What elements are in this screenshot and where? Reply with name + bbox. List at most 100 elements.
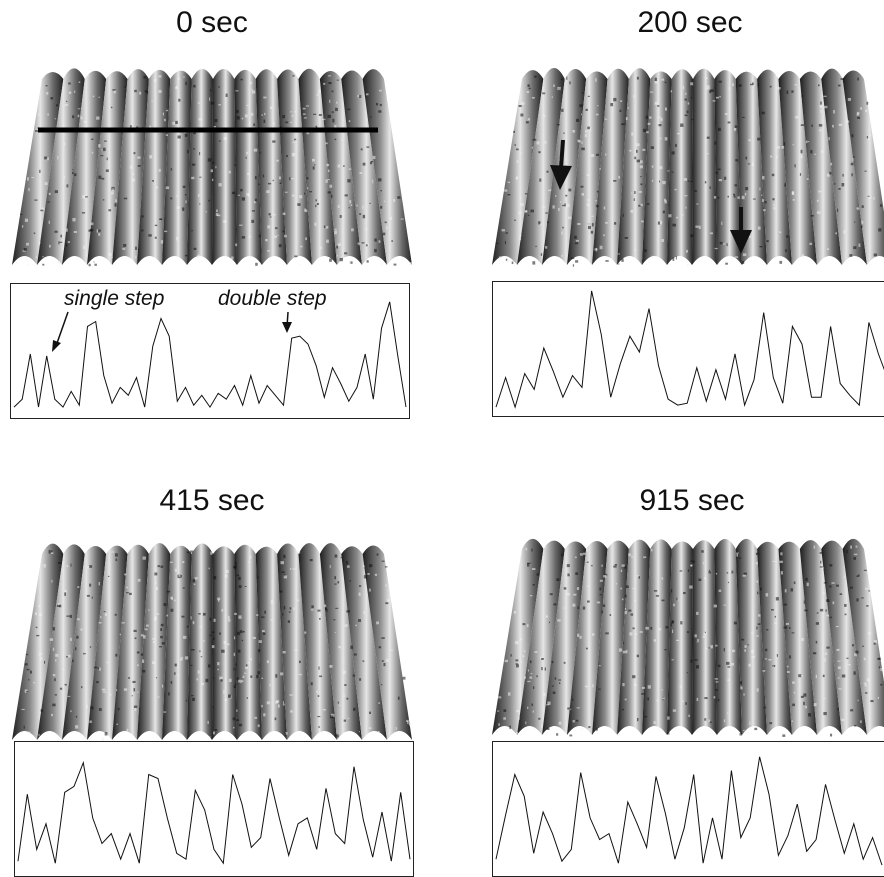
surface-speckle xyxy=(22,225,24,228)
surface-speckle xyxy=(323,225,326,228)
surface-speckle xyxy=(207,158,212,162)
surface-speckle xyxy=(527,706,529,709)
surface-speckle xyxy=(161,642,165,645)
surface-speckle xyxy=(348,168,352,170)
surface-speckle xyxy=(551,660,554,664)
surface-speckle xyxy=(360,148,363,151)
surface-speckle xyxy=(341,139,343,141)
surface-speckle xyxy=(214,729,218,731)
surface-speckle xyxy=(723,604,726,606)
surface-speckle xyxy=(249,121,251,125)
surface-speckle xyxy=(115,653,118,657)
surface-speckle xyxy=(668,214,672,218)
surface-speckle xyxy=(535,245,537,248)
surface-speckle xyxy=(325,142,328,145)
surface-speckle xyxy=(781,146,784,149)
surface-speckle xyxy=(285,121,289,124)
surface-speckle xyxy=(552,691,556,694)
surface-speckle xyxy=(519,237,522,241)
surface-speckle xyxy=(253,148,258,152)
surface-speckle xyxy=(192,579,195,583)
surface-speckle xyxy=(67,654,71,658)
surface-speckle xyxy=(205,678,209,683)
surface-speckle xyxy=(621,258,624,262)
surface-speckle xyxy=(378,731,380,734)
surface-speckle xyxy=(631,192,633,194)
surface-speckle xyxy=(199,650,201,653)
surface-speckle xyxy=(544,141,547,144)
surface-speckle xyxy=(791,720,793,722)
surface-speckle xyxy=(20,213,23,215)
surface-speckle xyxy=(263,713,266,717)
surface-speckle xyxy=(38,653,42,656)
surface-speckle xyxy=(633,94,635,98)
surface-speckle xyxy=(779,231,782,234)
surface-speckle xyxy=(319,618,321,620)
surface-speckle xyxy=(94,263,97,266)
surface-speckle xyxy=(880,683,883,686)
surface-speckle xyxy=(545,615,548,618)
surface-speckle xyxy=(626,649,628,654)
surface-speckle xyxy=(306,105,309,107)
surface-speckle xyxy=(248,235,251,238)
surface-speckle xyxy=(334,554,338,558)
surface-speckle xyxy=(23,248,27,251)
surface-ridge xyxy=(617,68,651,265)
surface-speckle xyxy=(766,629,769,631)
surface-speckle xyxy=(66,656,69,658)
surface-speckle xyxy=(567,707,571,710)
surface-speckle xyxy=(879,204,882,207)
profile-plot-0 xyxy=(10,283,410,419)
surface-speckle xyxy=(129,165,133,169)
surface-speckle xyxy=(228,678,232,682)
surface-speckle xyxy=(114,203,117,207)
surface-speckle xyxy=(319,729,321,733)
surface-ridge xyxy=(492,538,544,735)
surface-speckle xyxy=(130,125,132,128)
surface-speckle xyxy=(239,224,243,226)
surface-speckle xyxy=(803,600,805,604)
surface-speckle xyxy=(622,213,624,217)
surface-speckle xyxy=(210,551,213,555)
surface-speckle xyxy=(303,117,307,119)
surface-speckle xyxy=(24,663,28,666)
surface-speckle xyxy=(306,187,309,190)
surface-speckle xyxy=(860,720,862,723)
surface-ridge xyxy=(234,544,262,740)
surface-speckle xyxy=(137,578,141,582)
surface-ridge xyxy=(842,538,884,735)
surface-speckle xyxy=(824,105,828,109)
surface-speckle xyxy=(561,78,563,81)
surface-speckle xyxy=(770,155,773,158)
surface-speckle xyxy=(362,565,365,567)
surface-speckle xyxy=(709,89,712,94)
surface-speckle xyxy=(101,177,105,180)
surface-speckle xyxy=(52,674,56,677)
surface-speckle xyxy=(838,188,841,190)
surface-speckle xyxy=(266,701,270,705)
surface-speckle xyxy=(542,206,546,208)
surface-speckle xyxy=(685,702,687,705)
surface-speckle xyxy=(577,223,581,225)
surface-speckle xyxy=(352,674,355,677)
surface-speckle xyxy=(532,138,537,141)
surface-speckle xyxy=(714,247,718,250)
surface-speckle xyxy=(216,209,218,213)
surface-speckle xyxy=(515,640,519,645)
surface-speckle xyxy=(504,659,508,663)
surface-speckle xyxy=(263,119,266,123)
surface-speckle xyxy=(64,104,69,106)
surface-speckle xyxy=(236,709,238,712)
surface-speckle xyxy=(803,701,805,706)
surface-speckle xyxy=(369,202,371,204)
surface-speckle xyxy=(806,582,809,587)
surface-speckle xyxy=(659,137,662,139)
surface-speckle xyxy=(223,690,225,694)
surface-speckle xyxy=(807,141,810,143)
surface-speckle xyxy=(234,164,236,167)
surface-speckle xyxy=(235,243,238,247)
surface-speckle xyxy=(83,245,85,249)
surface-speckle xyxy=(177,77,180,81)
surface-speckle xyxy=(633,198,635,201)
surface-speckle xyxy=(68,82,71,85)
